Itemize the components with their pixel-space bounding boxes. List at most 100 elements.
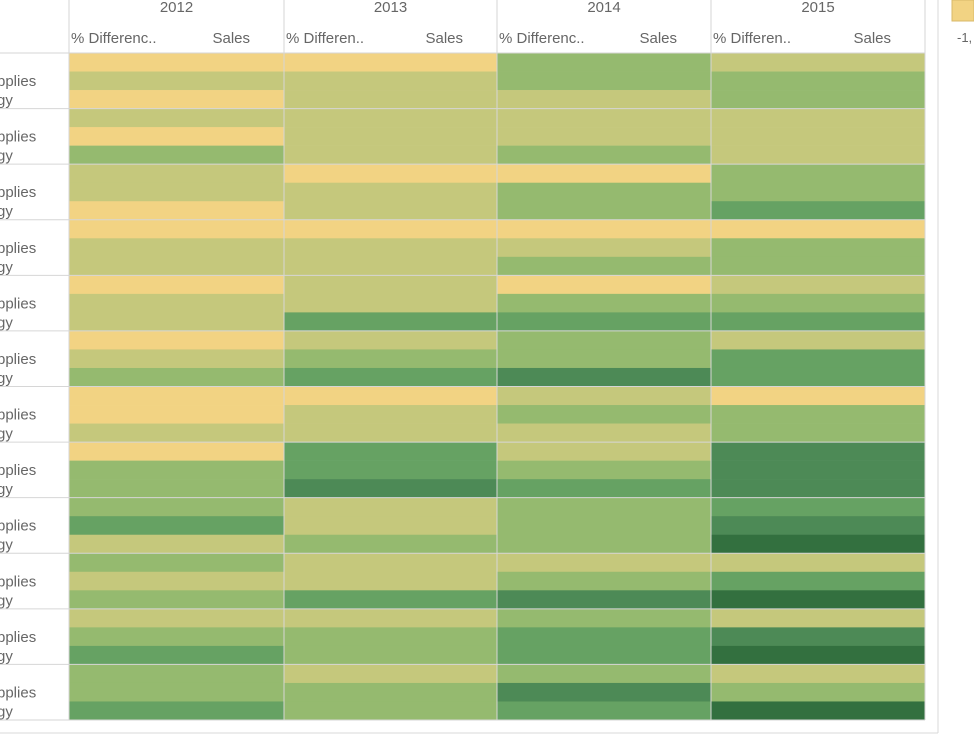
heat-cell <box>284 145 497 165</box>
heat-cell <box>711 405 925 424</box>
year-label-2014: 2014 <box>587 0 620 16</box>
heat-cell <box>497 127 711 146</box>
heat-cell <box>711 164 925 183</box>
heat-cell <box>711 349 925 369</box>
heat-cell <box>284 53 497 72</box>
heat-cell <box>711 90 925 109</box>
heat-cell <box>497 497 711 517</box>
heat-cell <box>497 553 711 573</box>
heat-cell <box>284 386 497 406</box>
heat-cell <box>711 664 925 684</box>
heat-cell <box>497 405 711 424</box>
row-label-category: pplies <box>0 629 36 646</box>
heat-cell <box>711 312 925 332</box>
heat-cell <box>69 367 284 387</box>
heat-cell <box>69 108 284 128</box>
heat-cell <box>711 219 925 239</box>
heat-cell <box>284 127 497 146</box>
heat-cell <box>69 53 284 72</box>
heat-cell <box>497 534 711 554</box>
heat-cell <box>284 590 497 610</box>
heat-cell <box>69 145 284 165</box>
heat-cell <box>497 90 711 109</box>
heat-cell <box>711 201 925 221</box>
heat-cell <box>711 627 925 647</box>
heat-cell <box>497 349 711 369</box>
heat-cell <box>284 682 497 702</box>
heat-cell <box>497 423 711 443</box>
heat-cell <box>284 164 497 183</box>
heat-cell <box>711 330 925 350</box>
row-label-category: pplies <box>0 295 36 312</box>
heat-cell <box>69 460 284 480</box>
heat-cell <box>69 553 284 573</box>
heat-cell <box>497 608 711 628</box>
heat-cell <box>497 145 711 165</box>
heat-cell <box>497 367 711 387</box>
heat-cell <box>497 386 711 406</box>
row-label-subcategory: gy <box>0 703 13 720</box>
heat-cell <box>69 664 284 684</box>
heat-cell <box>497 108 711 128</box>
heat-cell <box>69 293 284 313</box>
heat-cell <box>69 645 284 665</box>
heat-cell <box>69 90 284 109</box>
heat-cell <box>497 442 711 461</box>
heat-cell <box>284 701 497 721</box>
heat-cell <box>497 219 711 239</box>
row-label-subcategory: gy <box>0 481 13 498</box>
heat-cell <box>284 608 497 628</box>
heat-cell <box>284 108 497 128</box>
heat-cell <box>284 479 497 498</box>
heat-cell <box>497 164 711 183</box>
row-label-subcategory: gy <box>0 148 13 165</box>
legend-color-swatch <box>951 0 974 22</box>
heat-cell <box>497 53 711 72</box>
row-label-subcategory: gy <box>0 203 13 220</box>
heat-cell <box>69 608 284 628</box>
row-label-subcategory: gy <box>0 259 13 276</box>
heat-cell <box>69 701 284 721</box>
heat-cell <box>284 71 497 91</box>
row-label-category: pplies <box>0 518 36 535</box>
heat-cell <box>497 201 711 221</box>
heat-cell <box>711 108 925 128</box>
measure-label-sales: Sales <box>425 30 463 47</box>
heat-cell <box>69 312 284 332</box>
heat-cell <box>284 238 497 258</box>
heat-cell <box>284 442 497 461</box>
heat-cell <box>69 479 284 498</box>
heat-cell <box>69 182 284 202</box>
heat-cell <box>284 330 497 350</box>
heat-cell <box>711 682 925 702</box>
heat-cell <box>69 571 284 591</box>
heat-cell <box>69 71 284 91</box>
heat-cell <box>69 164 284 183</box>
heat-cell <box>69 256 284 276</box>
heat-cell <box>69 275 284 295</box>
heat-cell <box>284 423 497 443</box>
heat-cell <box>711 127 925 146</box>
heat-cell <box>711 534 925 554</box>
heat-cell <box>711 145 925 165</box>
heat-cell <box>69 442 284 461</box>
heat-cell <box>284 256 497 276</box>
heat-cell <box>711 590 925 610</box>
heat-cell <box>497 312 711 332</box>
heat-cell <box>497 682 711 702</box>
heat-cell <box>284 293 497 313</box>
heat-cell <box>284 664 497 684</box>
legend-min-label: -1, <box>957 30 972 45</box>
heat-cell <box>497 627 711 647</box>
heat-cell <box>284 645 497 665</box>
row-label-subcategory: gy <box>0 592 13 609</box>
heat-cell <box>497 330 711 350</box>
heat-cell <box>69 405 284 424</box>
heat-cell <box>284 182 497 202</box>
heat-cell <box>284 349 497 369</box>
heat-cell <box>284 219 497 239</box>
heat-cell <box>497 664 711 684</box>
heat-cell <box>284 460 497 480</box>
measure-label-pct-diff: % Differenc.. <box>71 30 157 47</box>
